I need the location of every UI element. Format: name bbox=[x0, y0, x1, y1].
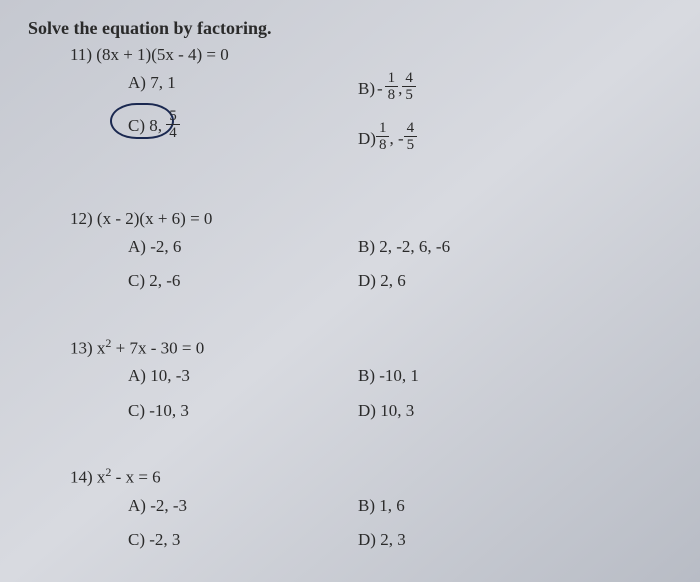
q11-d-frac2: 45 bbox=[404, 121, 418, 153]
q13-eq-post: + 7x - 30 = 0 bbox=[111, 338, 204, 357]
q11-choice-c: C) 8, 54 bbox=[128, 111, 358, 143]
section-heading: Solve the equation by factoring. bbox=[28, 18, 672, 39]
q11-b-frac1: 18 bbox=[385, 71, 399, 103]
q12-choice-d: D) 2, 6 bbox=[358, 271, 588, 291]
q11-choice-d: D) 18 , - 45 bbox=[358, 123, 588, 155]
q11-choice-a: A) 7, 1 bbox=[128, 73, 358, 93]
q11-b-prefix: B) bbox=[358, 79, 375, 99]
q14-number: 14) bbox=[70, 468, 93, 487]
q12-choice-a: A) -2, 6 bbox=[128, 237, 358, 257]
q14-equation: 14) x2 - x = 6 bbox=[28, 465, 672, 488]
worksheet-page: Solve the equation by factoring. 11) (8x… bbox=[28, 18, 672, 565]
q14-choice-d: D) 2, 3 bbox=[358, 530, 588, 550]
question-12: 12) (x - 2)(x + 6) = 0 A) -2, 6 C) 2, -6… bbox=[28, 209, 672, 306]
q11-eq-text: (8x + 1)(5x - 4) = 0 bbox=[96, 45, 228, 64]
q11-c-frac: 54 bbox=[166, 109, 180, 141]
q11-d-mid: , - bbox=[389, 129, 403, 149]
q13-choice-d: D) 10, 3 bbox=[358, 401, 588, 421]
q13-choice-b: B) -10, 1 bbox=[358, 366, 588, 386]
q12-number: 12) bbox=[70, 209, 93, 228]
q11-c-prefix: C) 8, bbox=[128, 116, 166, 135]
q13-equation: 13) x2 + 7x - 30 = 0 bbox=[28, 336, 672, 359]
q13-choice-c: C) -10, 3 bbox=[128, 401, 358, 421]
q11-d-prefix: D) bbox=[358, 129, 376, 149]
q14-choice-a: A) -2, -3 bbox=[128, 496, 358, 516]
q11-b-minus: - bbox=[377, 79, 383, 99]
question-14: 14) x2 - x = 6 A) -2, -3 C) -2, 3 B) 1, … bbox=[28, 465, 672, 564]
q13-number: 13) bbox=[70, 338, 93, 357]
q12-choice-b: B) 2, -2, 6, -6 bbox=[358, 237, 588, 257]
q11-number: 11) bbox=[70, 45, 92, 64]
q13-choice-a: A) 10, -3 bbox=[128, 366, 358, 386]
question-11: 11) (8x + 1)(5x - 4) = 0 A) 7, 1 C) 8, 5… bbox=[28, 45, 672, 169]
q12-eq-text: (x - 2)(x + 6) = 0 bbox=[97, 209, 212, 228]
question-13: 13) x2 + 7x - 30 = 0 A) 10, -3 C) -10, 3… bbox=[28, 336, 672, 435]
q14-choice-b: B) 1, 6 bbox=[358, 496, 588, 516]
q11-equation: 11) (8x + 1)(5x - 4) = 0 bbox=[28, 45, 672, 65]
q11-d-frac1: 18 bbox=[376, 121, 390, 153]
q11-b-frac2: 45 bbox=[402, 71, 416, 103]
q12-choice-c: C) 2, -6 bbox=[128, 271, 358, 291]
q14-choice-c: C) -2, 3 bbox=[128, 530, 358, 550]
q14-eq-post: - x = 6 bbox=[111, 468, 160, 487]
q12-equation: 12) (x - 2)(x + 6) = 0 bbox=[28, 209, 672, 229]
q11-choice-b: B) - 18 , 45 bbox=[358, 73, 588, 105]
